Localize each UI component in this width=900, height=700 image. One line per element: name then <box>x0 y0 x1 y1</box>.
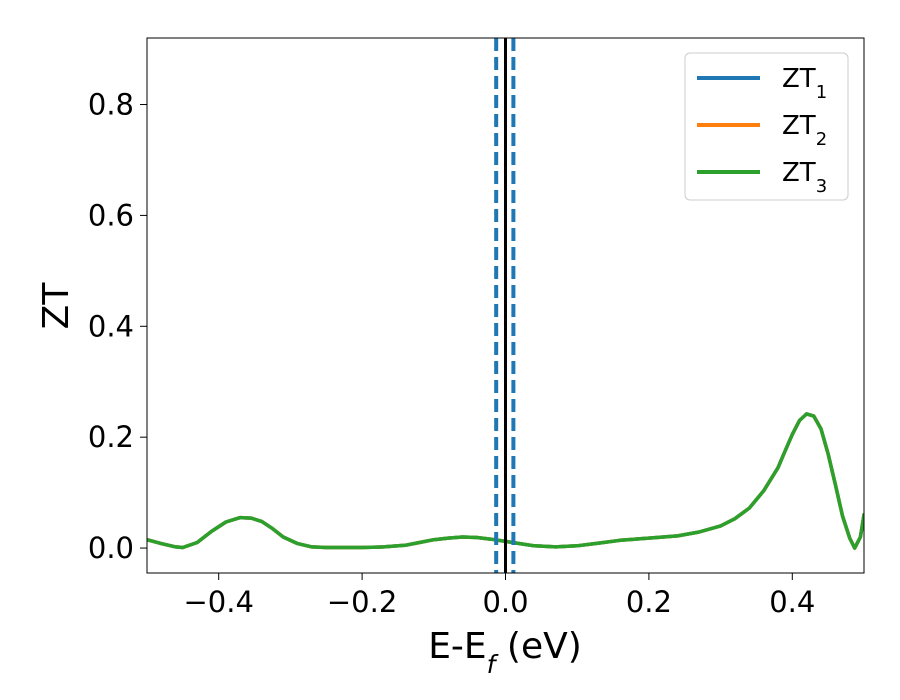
y-tick-label: 0.8 <box>88 88 134 122</box>
x-axis-label: E-Ef (eV) <box>428 626 582 679</box>
legend-box <box>684 52 849 201</box>
x-tick-label: 0.0 <box>482 585 528 619</box>
legend-label-2: ZT2 <box>782 111 827 150</box>
legend-label-3: ZT3 <box>782 158 827 197</box>
x-tick-label: 0.4 <box>769 585 815 619</box>
x-tick-label: −0.4 <box>183 585 253 619</box>
y-tick-label: 0.4 <box>88 309 134 343</box>
x-axis-ticks: −0.4 −0.2 0.0 0.2 0.4 <box>183 573 815 619</box>
y-axis-label: ZT <box>36 282 77 330</box>
y-tick-label: 0.2 <box>88 420 134 454</box>
series-line-3 <box>147 412 864 550</box>
x-tick-label: −0.2 <box>327 585 397 619</box>
y-tick-label: 0.6 <box>88 198 134 232</box>
series-layer <box>147 412 864 550</box>
y-tick-label: 0.0 <box>88 531 134 565</box>
legend: ZT1 ZT2 ZT3 <box>684 52 849 201</box>
y-axis-ticks: 0.0 0.2 0.4 0.6 0.8 <box>88 88 147 565</box>
reference-lines <box>494 38 516 573</box>
legend-label-1: ZT1 <box>782 64 827 103</box>
x-tick-label: 0.2 <box>626 585 672 619</box>
